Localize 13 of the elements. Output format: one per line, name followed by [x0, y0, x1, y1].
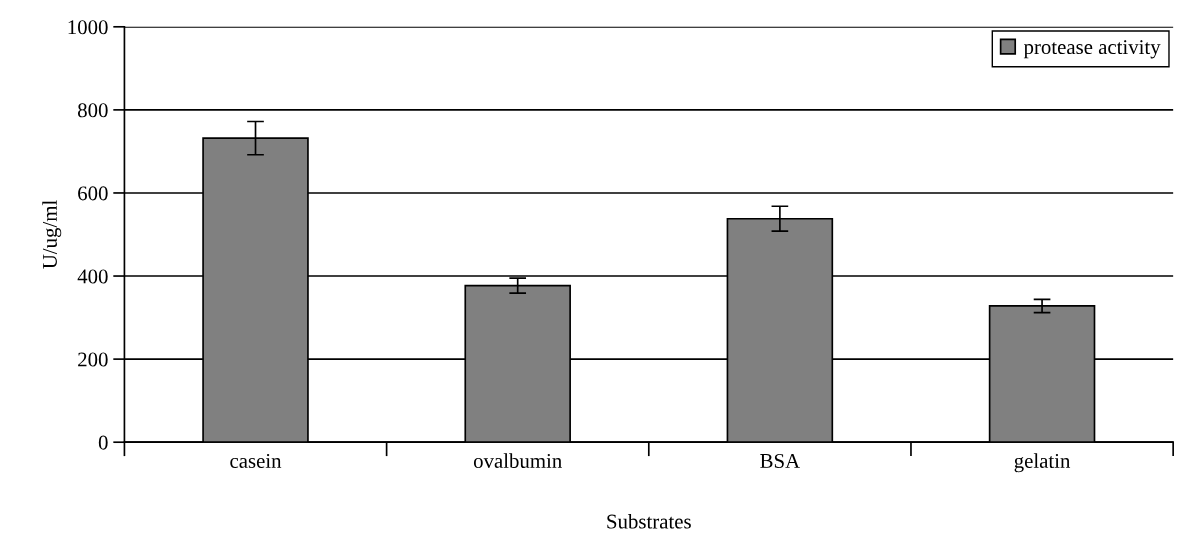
legend-label: protease activity [1023, 40, 1161, 59]
y-axis-title: U/ug/ml [42, 200, 62, 269]
y-tick-label: 800 [78, 103, 108, 118]
y-tick-label: 400 [77, 269, 108, 284]
y-tick-label: 0 [98, 435, 108, 450]
y-tick-label: 200 [78, 352, 108, 367]
y-tick-label: 1000 [68, 20, 108, 35]
x-tick-label: ovalbumin [473, 453, 562, 468]
x-axis-title: Substrates [607, 513, 691, 529]
x-tick-label: casein [230, 453, 282, 468]
x-tick-label: BSA [760, 453, 800, 468]
x-tick-label: gelatin [1014, 453, 1071, 473]
y-tick-label: 600 [78, 186, 108, 201]
